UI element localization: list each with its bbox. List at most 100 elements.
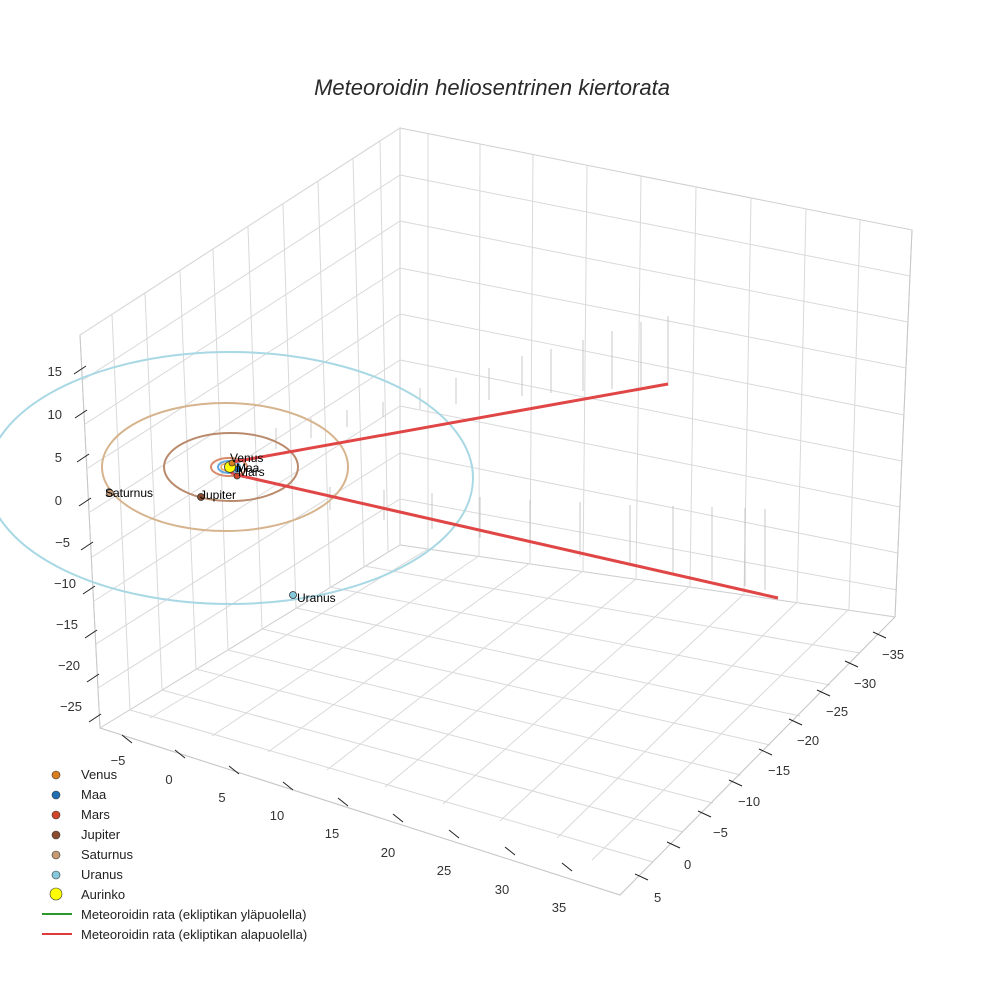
grid-line: [689, 186, 697, 587]
z-tick-label: 15: [48, 364, 62, 379]
grid-line: [379, 140, 389, 553]
grid-line: [87, 267, 401, 469]
grid-line: [93, 405, 401, 602]
y-tick-mark: [844, 660, 859, 668]
mars-point: [233, 472, 241, 480]
grid-line: [129, 709, 654, 863]
bodies: [106, 459, 297, 599]
x-tick-label: 10: [270, 808, 284, 823]
y-tick-label: 0: [684, 857, 691, 872]
grid-line: [79, 127, 401, 336]
z-tick-label: −15: [56, 617, 78, 632]
z-tick-label: −10: [54, 576, 76, 591]
z-tick-mark: [86, 673, 100, 683]
y-tick-label: −25: [826, 704, 848, 719]
legend-marker-mars: [51, 810, 61, 820]
y-tick-label: −30: [854, 676, 876, 691]
meteoroid-track-lower: [232, 472, 779, 600]
x-tick-mark: [448, 829, 460, 839]
z-tick-labels: 15 10 5 0 −5 −10 −15 −20 −25: [48, 364, 82, 714]
grid-line: [399, 498, 898, 591]
tick-marks: [73, 365, 887, 881]
maa-label: Maa: [236, 461, 260, 475]
uranus-label: Uranus: [297, 591, 336, 605]
x-tick-label: 35: [552, 900, 566, 915]
body-labels: Venus Maa Mars Jupiter Saturnus Uranus: [105, 451, 336, 605]
grid-line: [212, 248, 229, 651]
orbits: [0, 351, 474, 605]
grid-line: [399, 267, 907, 369]
y-tick-label: −20: [797, 733, 819, 748]
grid-line: [442, 585, 691, 805]
y-tick-mark: [697, 810, 712, 818]
legend: Venus Maa Mars Jupiter Saturnus Uranus A…: [42, 767, 307, 942]
saturnus-orbit: [101, 402, 349, 532]
x-tick-mark: [174, 749, 186, 759]
z-tick-label: −5: [55, 535, 70, 550]
x-tick-mark: [282, 781, 294, 791]
grid-line: [399, 313, 905, 416]
x-tick-mark: [392, 813, 404, 823]
grid-line: [556, 601, 798, 839]
grid-line: [848, 219, 861, 610]
legend-marker-maa: [51, 790, 61, 800]
legend-marker-aurinko: [49, 887, 63, 901]
z-tick-mark: [78, 497, 92, 507]
grid-line: [591, 608, 850, 861]
grid-line: [499, 593, 745, 822]
saturnus-point: [106, 489, 114, 497]
grid-line: [399, 405, 901, 508]
grid-line: [282, 203, 297, 609]
maa-point: [234, 465, 242, 473]
y-tick-mark: [816, 689, 831, 697]
uranus-point: [289, 591, 297, 599]
z-tick-label: 0: [55, 493, 62, 508]
z-tick-mark: [84, 629, 98, 639]
grid-line: [97, 498, 401, 689]
grid-line: [478, 143, 481, 557]
legend-label-below: Meteoroidin rata (ekliptikan alapuolella…: [81, 927, 307, 942]
legend-label-jupiter: Jupiter: [81, 827, 121, 842]
x-tick-mark: [561, 862, 573, 872]
jupiter-orbit: [163, 432, 299, 502]
x-tick-label: 15: [325, 826, 339, 841]
grid-line: [326, 570, 584, 771]
grid-line: [89, 313, 401, 513]
z-tick-label: 5: [55, 450, 62, 465]
grid-line: [796, 208, 807, 603]
z-tick-mark: [82, 585, 96, 595]
legend-label-aurinko: Aurinko: [81, 887, 125, 902]
grid-line: [399, 452, 899, 554]
y-tick-label: 5: [654, 890, 661, 905]
jupiter-label: Jupiter: [200, 488, 236, 502]
z-tick-label: −20: [58, 658, 80, 673]
mars-orbit: [210, 457, 248, 477]
venus-label: Venus: [230, 451, 263, 465]
y-tick-mark: [758, 748, 773, 756]
x-tick-label: 0: [165, 772, 172, 787]
grid-line: [161, 689, 684, 833]
x-tick-label: 25: [437, 863, 451, 878]
grid-line: [84, 220, 401, 425]
z-tick-label: −25: [60, 699, 82, 714]
y-tick-mark: [788, 718, 803, 726]
grid-line: [635, 175, 642, 580]
grid-line: [195, 668, 714, 804]
x-tick-mark: [504, 846, 516, 856]
grid-line: [82, 174, 401, 381]
back-wall-right: [399, 127, 913, 618]
y-tick-mark: [872, 631, 887, 639]
x-tick-label: 20: [381, 845, 395, 860]
legend-label-maa: Maa: [81, 787, 107, 802]
legend-marker-jupiter: [51, 830, 61, 840]
z-tick-mark: [80, 541, 94, 551]
y-tick-label: −15: [768, 763, 790, 778]
grid-line: [352, 157, 365, 567]
y-tick-label: −5: [713, 825, 728, 840]
grid-line: [211, 555, 480, 737]
x-tick-label: 30: [495, 882, 509, 897]
legend-marker-saturnus: [51, 850, 61, 860]
y-tick-label: −35: [882, 647, 904, 662]
legend-label-saturnus: Saturnus: [81, 847, 134, 862]
